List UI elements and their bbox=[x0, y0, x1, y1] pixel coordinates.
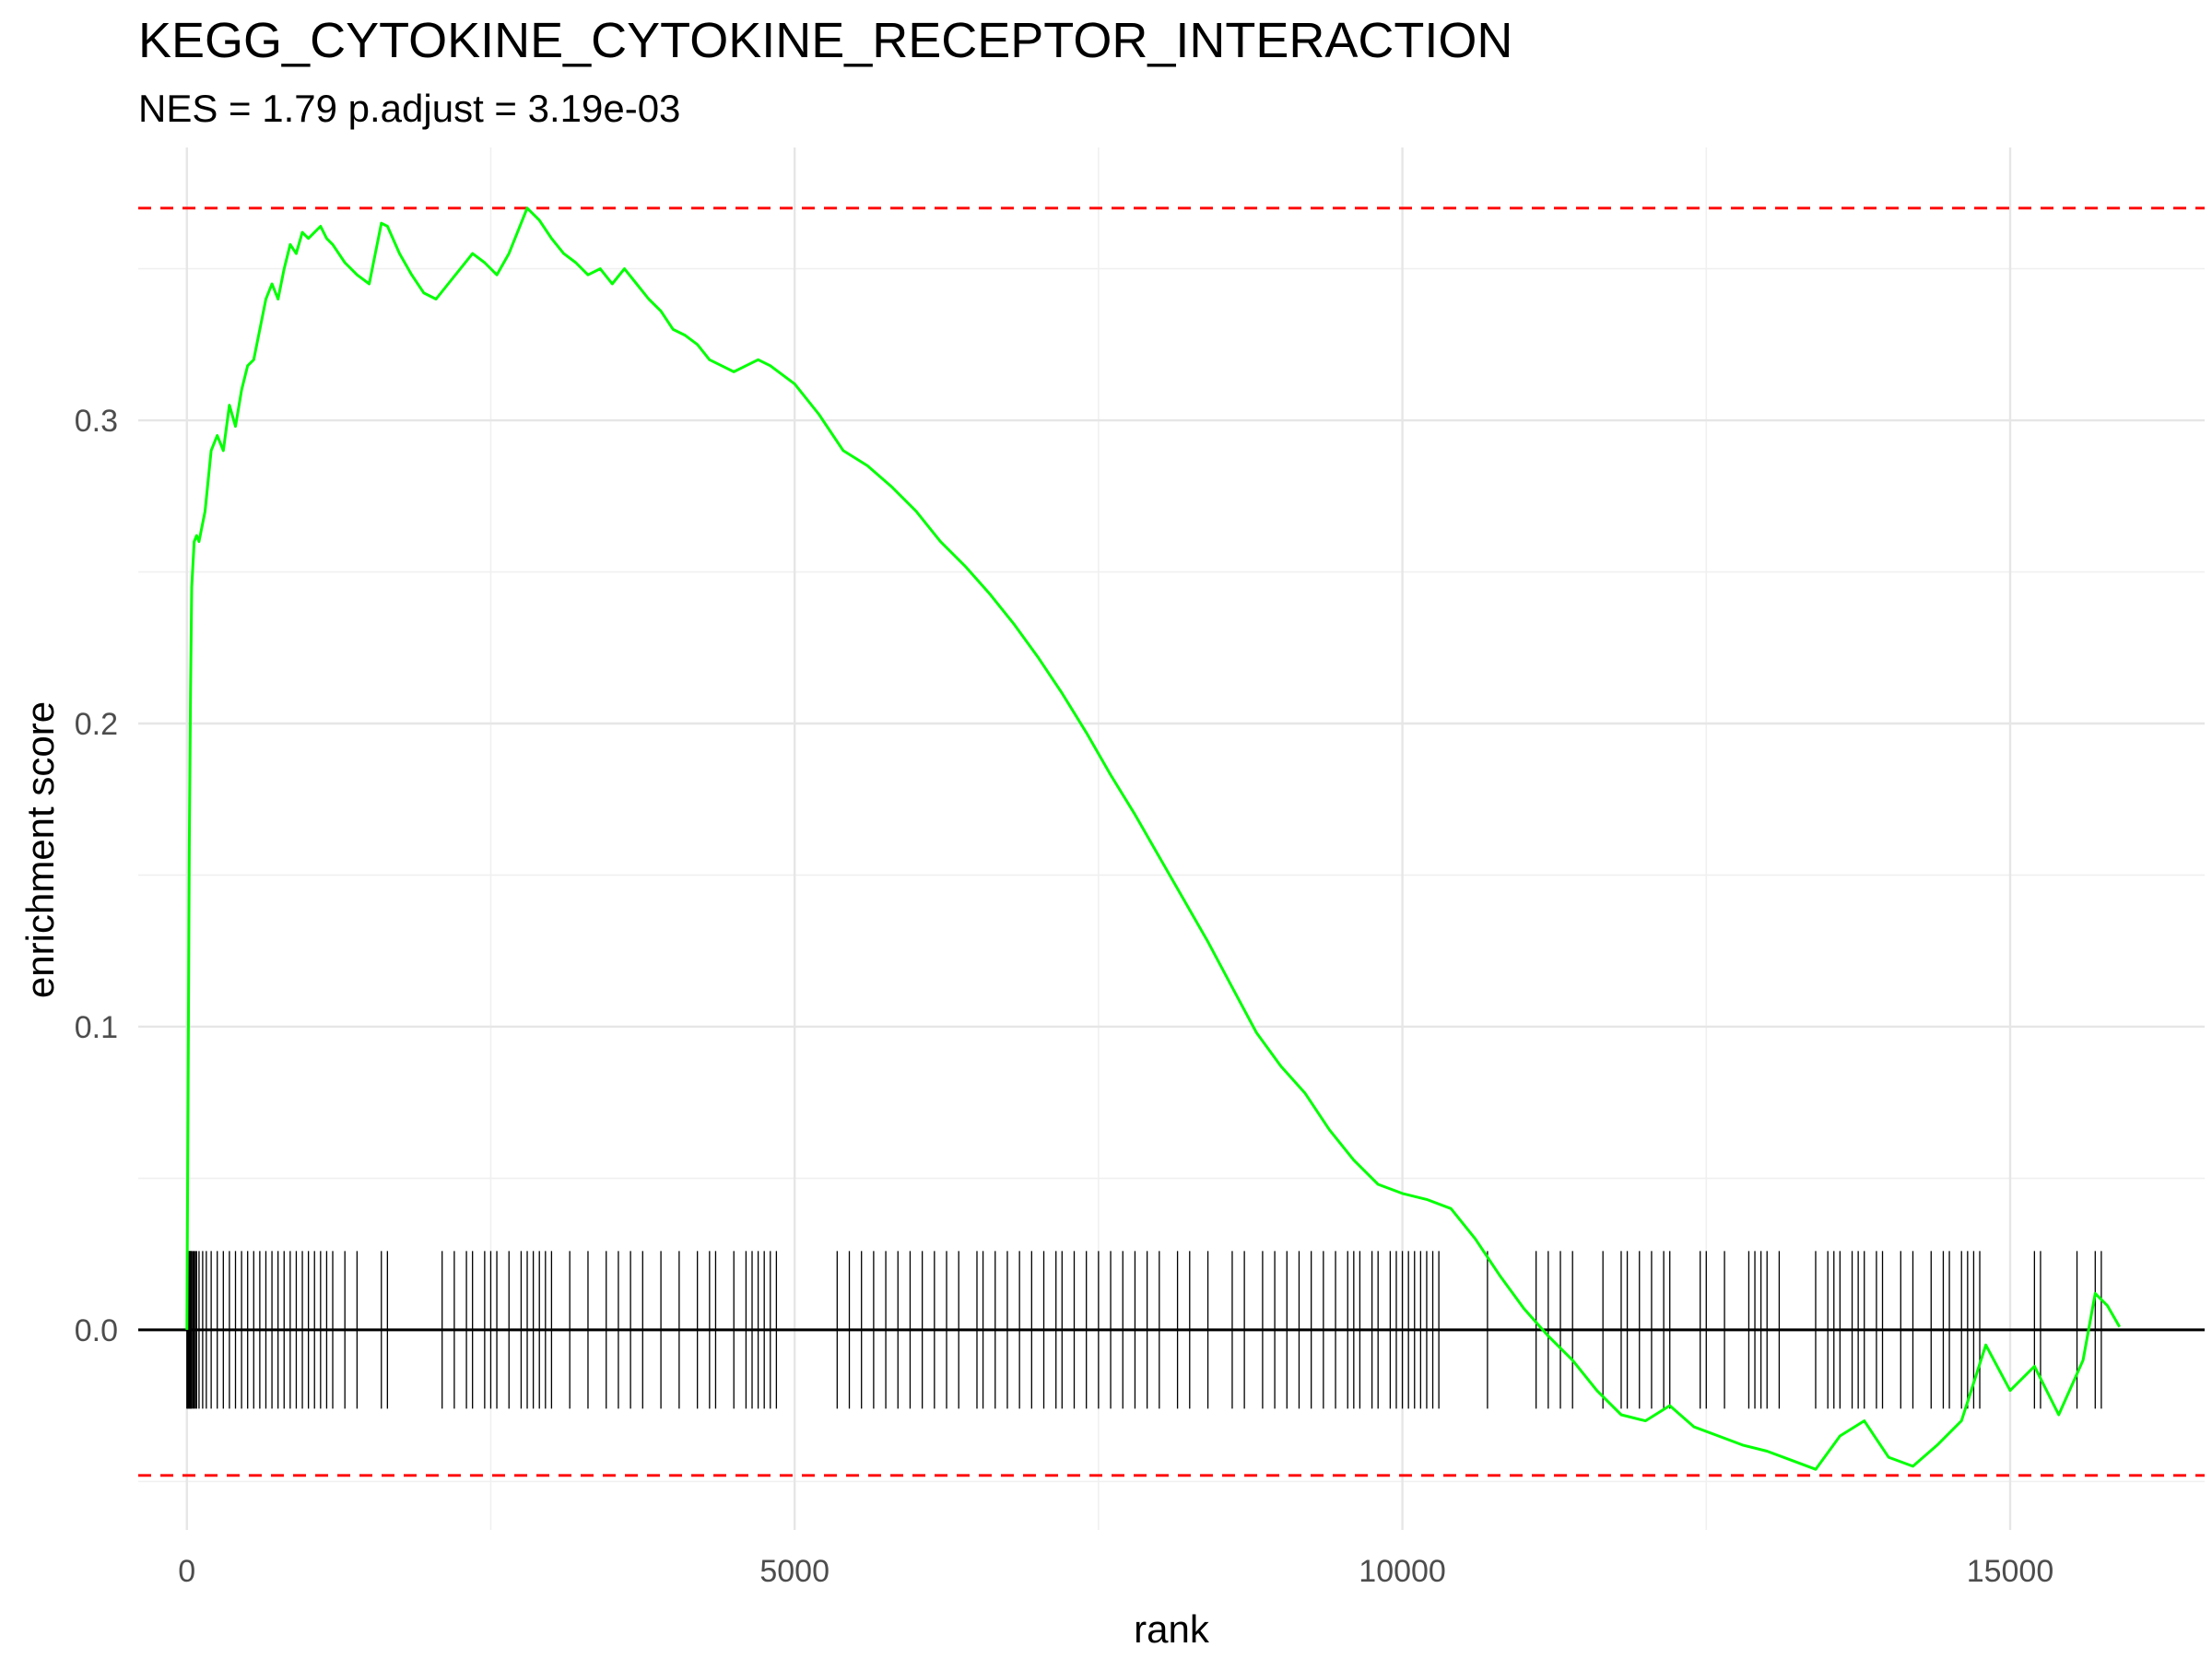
major-gridlines bbox=[138, 147, 2205, 1530]
y-tick-label: 0.0 bbox=[75, 1313, 118, 1348]
x-axis-ticks: 0 5000 10000 15000 bbox=[178, 1554, 2053, 1589]
x-tick-label: 15000 bbox=[1967, 1554, 2054, 1589]
x-tick-label: 5000 bbox=[759, 1554, 830, 1589]
y-tick-label: 0.3 bbox=[75, 404, 118, 439]
chart-title: KEGG_CYTOKINE_CYTOKINE_RECEPTOR_INTERACT… bbox=[138, 13, 1512, 68]
minor-gridlines bbox=[138, 147, 2205, 1530]
y-axis-title: enrichment score bbox=[18, 701, 62, 998]
x-tick-label: 0 bbox=[178, 1554, 195, 1589]
y-tick-label: 0.2 bbox=[75, 707, 118, 742]
y-tick-label: 0.1 bbox=[75, 1010, 118, 1045]
threshold-lines bbox=[138, 206, 2205, 1477]
running-score-series bbox=[185, 206, 2122, 1471]
y-axis-ticks: 0.0 0.1 0.2 0.3 bbox=[75, 404, 118, 1348]
chart-subtitle: NES = 1.79 p.adjust = 3.19e-03 bbox=[138, 87, 680, 130]
enrichment-score-line bbox=[185, 206, 2122, 1471]
x-axis-title: rank bbox=[1134, 1607, 1210, 1651]
x-tick-label: 10000 bbox=[1359, 1554, 1446, 1589]
